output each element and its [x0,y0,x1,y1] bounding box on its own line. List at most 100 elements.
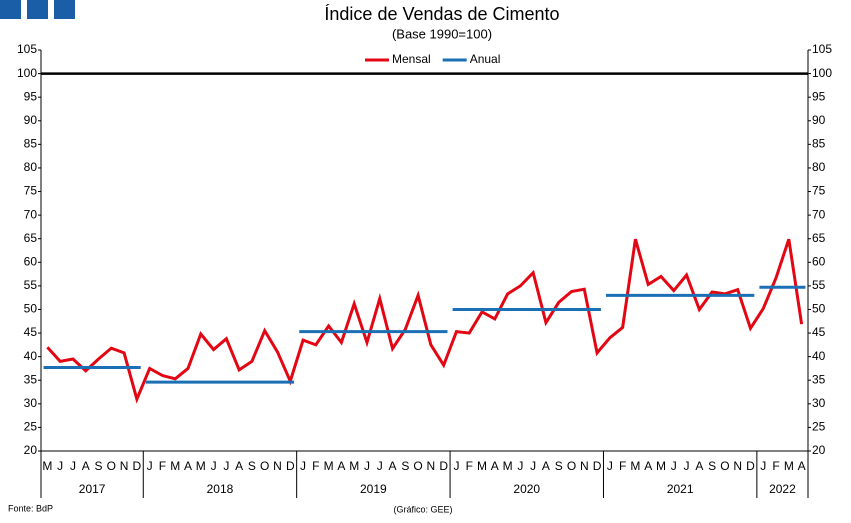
x-tick-label: J [57,459,63,473]
y-tick-label: 20 [24,443,38,457]
x-tick-label: A [695,459,703,473]
y2-tick-label: 70 [812,207,826,221]
x-tick-label: O [567,459,576,473]
x-tick-label: D [593,459,602,473]
y2-tick-label: 50 [812,302,826,316]
y-tick-label: 60 [24,254,38,268]
legend-label: Mensal [392,52,431,66]
chart-title: Índice de Vendas de Cimento [324,4,559,24]
x-tick-label: D [286,459,295,473]
x-tick-label: J [671,459,677,473]
y2-tick-label: 75 [812,184,826,198]
x-tick-label: N [733,459,742,473]
x-tick-label: J [377,459,383,473]
x-tick-label: O [413,459,422,473]
y2-tick-label: 85 [812,137,826,151]
x-tick-label: M [196,459,206,473]
y-tick-label: 65 [24,231,38,245]
x-tick-label: S [708,459,716,473]
x-tick-label: M [42,459,52,473]
y-tick-label: 80 [24,160,38,174]
x-tick-label: D [133,459,142,473]
x-tick-label: J [300,459,306,473]
x-tick-label: M [630,459,640,473]
logo-block [54,0,75,19]
source: Fonte: BdP [8,503,53,513]
x-tick-label: J [684,459,690,473]
y-tick-label: 45 [24,325,38,339]
y2-tick-label: 20 [812,443,826,457]
x-tick-label: F [159,459,166,473]
x-tick-label: D [439,459,448,473]
x-tick-label: J [70,459,76,473]
x-tick-label: J [223,459,229,473]
x-tick-label: J [530,459,536,473]
y2-tick-label: 100 [812,66,832,80]
x-tick-label: A [184,459,192,473]
x-tick-label: A [491,459,499,473]
y2-tick-label: 80 [812,160,826,174]
x-tick-label: J [364,459,370,473]
x-tick-label: D [746,459,755,473]
y2-tick-label: 25 [812,420,826,434]
year-label: 2018 [207,482,234,496]
legend-label: Anual [470,52,501,66]
y2-tick-label: 90 [812,113,826,127]
y2-tick-label: 30 [812,396,826,410]
x-tick-label: A [798,459,806,473]
x-tick-label: A [82,459,90,473]
y2-tick-label: 45 [812,325,826,339]
y-tick-label: 55 [24,278,38,292]
y-tick-label: 75 [24,184,38,198]
x-tick-label: N [580,459,589,473]
y-tick-label: 70 [24,207,38,221]
logo-block [0,0,21,19]
x-tick-label: F [466,459,473,473]
credit: (Gráfico: GEE) [393,504,452,514]
x-tick-label: M [324,459,334,473]
x-tick-label: O [107,459,116,473]
x-tick-label: M [656,459,666,473]
x-tick-label: J [517,459,523,473]
x-tick-label: M [503,459,513,473]
year-label: 2019 [360,482,387,496]
year-label: 2020 [513,482,540,496]
y-tick-label: 50 [24,302,38,316]
y-tick-label: 95 [24,89,38,103]
y-tick-label: 35 [24,372,38,386]
x-tick-label: N [273,459,282,473]
y2-tick-label: 65 [812,231,826,245]
x-tick-label: N [427,459,436,473]
y-tick-label: 100 [17,66,37,80]
y-tick-label: 25 [24,420,38,434]
x-tick-label: S [401,459,409,473]
x-tick-label: S [95,459,103,473]
y-tick-label: 30 [24,396,38,410]
x-tick-label: M [477,459,487,473]
x-tick-label: J [211,459,217,473]
x-tick-label: M [349,459,359,473]
year-label: 2022 [769,482,796,496]
y2-tick-label: 105 [812,42,832,56]
chart-subtitle: (Base 1990=100) [392,26,492,41]
x-tick-label: F [619,459,626,473]
x-tick-label: A [389,459,397,473]
line-mensal [46,238,804,404]
y2-tick-label: 40 [812,349,826,363]
x-tick-label: J [147,459,153,473]
x-tick-label: S [555,459,563,473]
y2-tick-label: 55 [812,278,826,292]
x-tick-label: A [235,459,243,473]
x-tick-label: A [542,459,550,473]
year-label: 2021 [667,482,694,496]
y2-tick-label: 60 [812,254,826,268]
logo-block [27,0,48,19]
x-tick-label: F [772,459,779,473]
x-tick-label: O [260,459,269,473]
x-tick-label: S [248,459,256,473]
y2-tick-label: 35 [812,372,826,386]
y-tick-label: 105 [17,42,37,56]
x-tick-label: J [607,459,613,473]
x-tick-label: J [760,459,766,473]
